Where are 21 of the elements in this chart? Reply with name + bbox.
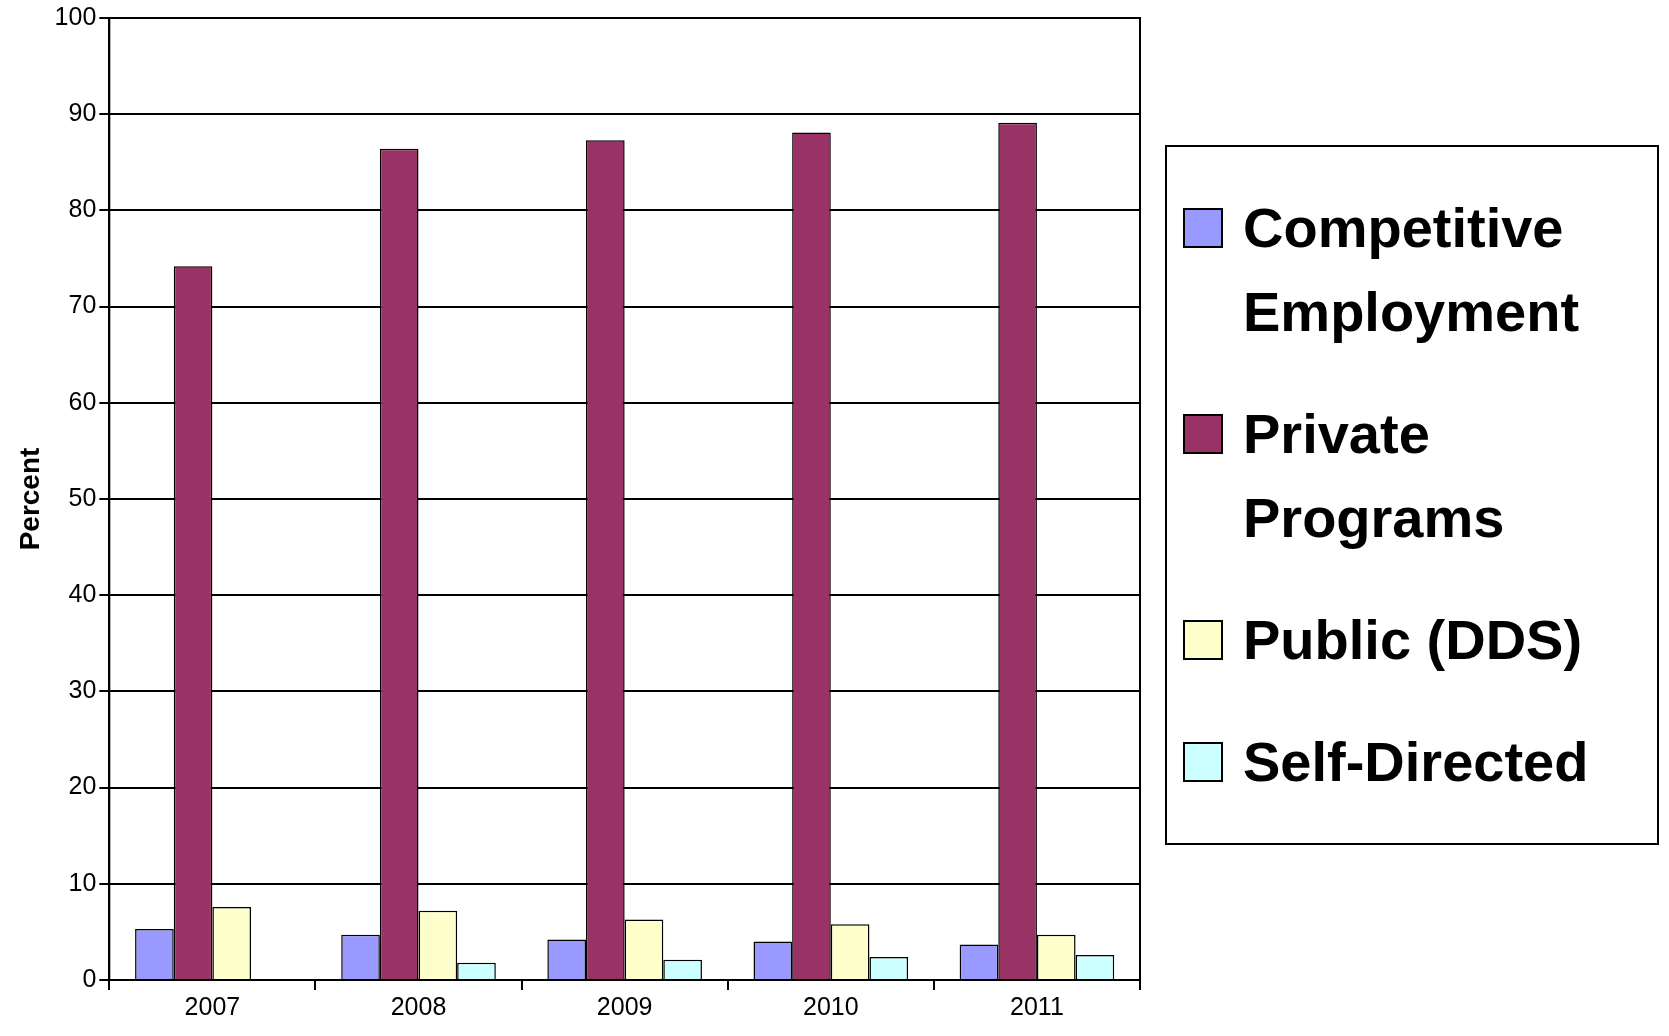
y-tick-label: 80 <box>68 194 97 223</box>
x-tick-label: 2011 <box>1010 991 1064 1020</box>
y-tick-label: 30 <box>68 675 97 704</box>
y-tick-label: 100 <box>54 1 97 30</box>
legend-label: Private Programs <box>1243 401 1506 551</box>
y-tick-label: 40 <box>68 579 97 608</box>
y-tick-label: 0 <box>82 963 97 992</box>
y-tick-label: 70 <box>68 290 97 319</box>
legend-label: Self-Directed <box>1243 729 1589 795</box>
x-tick-label: 2008 <box>390 991 447 1020</box>
y-axis-title: Percent <box>13 447 45 551</box>
y-tick-label: 50 <box>68 482 97 511</box>
y-tick-label: 20 <box>68 771 97 800</box>
x-tick-label: 2010 <box>802 991 859 1020</box>
x-tick-label: 2007 <box>184 991 241 1020</box>
legend-label: Public (DDS) <box>1243 607 1583 673</box>
x-tick-label: 2009 <box>596 991 653 1020</box>
y-tick-label: 90 <box>68 98 97 127</box>
y-tick-label: 60 <box>68 386 97 415</box>
legend-label: Competitive Employment <box>1243 195 1581 345</box>
y-tick-label: 10 <box>68 867 97 896</box>
